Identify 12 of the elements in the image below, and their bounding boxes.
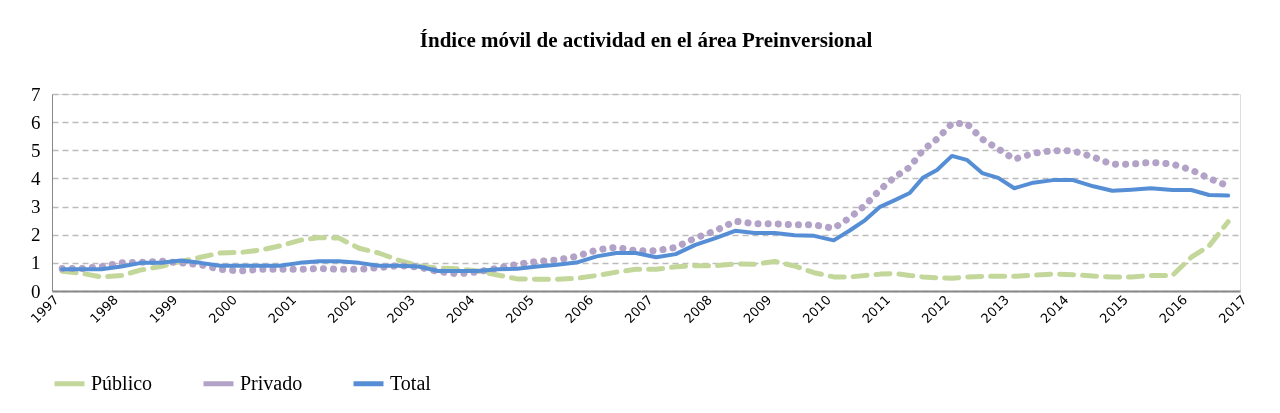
legend-label: Privado [240,371,303,394]
legend-label: Público [91,371,153,394]
y-tick-label: 4 [31,167,41,189]
y-tick-label: 6 [31,111,41,133]
legend-label: Total [390,371,432,394]
y-tick-label: 2 [31,224,41,246]
y-tick-label: 3 [31,196,41,218]
line-series [60,153,1231,274]
y-tick-label: 7 [31,83,41,105]
chart-title: Índice móvil de actividad en el área Preinversional [419,28,873,52]
y-tick-label: 5 [31,139,41,161]
y-tick-label: 1 [31,252,41,274]
